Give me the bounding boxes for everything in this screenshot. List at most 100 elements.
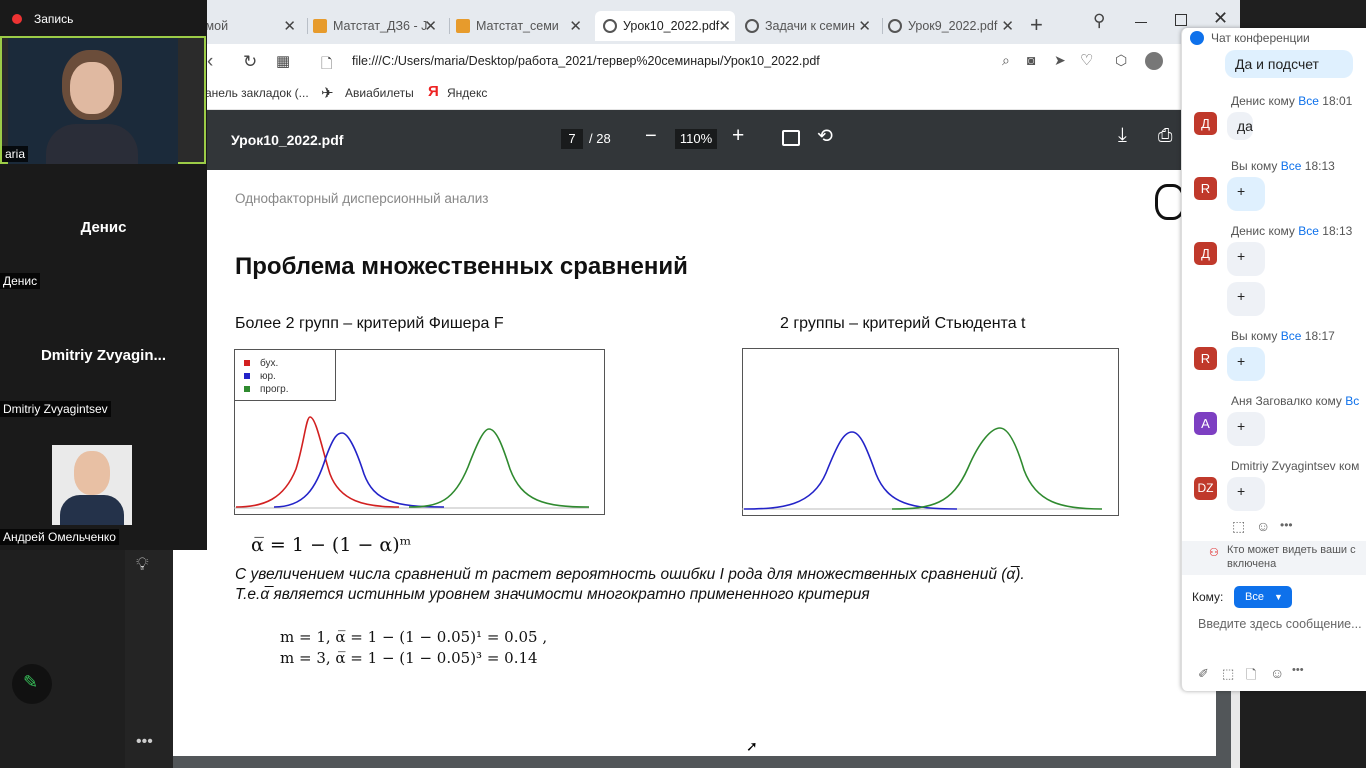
reload-icon[interactable]: ↻ [243,52,258,71]
screenshot-icon[interactable]: ⬚ [1222,666,1235,681]
main-formula: α̅ = 1 − (1 − α)ᵐ [251,534,412,556]
bookmark-yandex[interactable]: Яндекс [447,86,488,100]
back-icon[interactable]: ‹ [207,51,214,72]
tab-urok10[interactable]: Урок10_2022.pdf ✕ [595,11,735,41]
close-icon[interactable]: ✕ [569,18,582,35]
message-input[interactable]: Введите здесь сообщение... [1198,617,1362,631]
send-icon[interactable]: ➤ [1054,52,1066,68]
download-icon[interactable]: ⤓ [1118,124,1127,146]
cursor-icon: ➚ [746,738,758,754]
curve-yur [273,432,445,508]
tab-urok9[interactable]: Урок9_2022.pdf ✕ [888,11,1018,41]
record-icon [12,14,22,24]
speed-dial-icon[interactable]: ▦ [276,53,291,70]
globe-icon [888,19,902,33]
chat-bubble: + [1227,412,1265,446]
close-icon[interactable]: ✕ [424,18,437,35]
maximize-button[interactable] [1175,14,1187,26]
bulb-icon[interactable]: 💡︎ [136,554,149,574]
rotate-icon[interactable]: ⟲ [817,126,833,147]
zoom-out-button[interactable]: − [645,125,657,147]
camera-icon[interactable]: ◙ [1027,52,1036,68]
person-body [46,124,138,164]
avatar: R [1194,347,1217,370]
bookmarks-bar: анель закладок (... ✈ Авиабилеты Я Яндек… [125,80,1240,110]
search-icon[interactable]: ⚲ [1093,11,1106,30]
annotation-toolbar: 💡︎ ••• [125,550,173,768]
tile-name: Dmitriy Zvyagin... [40,347,167,364]
tile-denis[interactable]: Денис Денис [0,165,207,293]
tab-zadachi[interactable]: Задачи к семина ✕ [745,11,875,41]
avatar: R [1194,177,1217,200]
person-icon: ⚇ [1209,547,1219,559]
chat-panel: Чат конференции Да и подсчет Денис кому … [1181,28,1366,691]
pencil-button[interactable]: ✎ [12,664,52,704]
left-heading: Более 2 групп – критерий Фишера F [235,315,504,332]
zoom-in-button[interactable]: + [732,124,745,147]
pdf-viewport[interactable]: Однофакторный дисперсионный анализ Пробл… [125,170,1240,768]
message-meta: Вы кому Все 18:17 [1231,329,1335,343]
close-icon[interactable]: ✕ [858,18,871,35]
notice-line-1: Кто может видеть ваши с [1227,544,1356,556]
name-badge: Dmitriy Zvyagintsev [0,401,111,417]
window-close-button[interactable]: ✕ [1213,8,1229,28]
fit-page-icon[interactable] [782,130,800,146]
recipient-select[interactable]: Все ▼ [1234,586,1292,608]
legend-label-buh: бух. [260,357,278,369]
emoji-react-icon[interactable]: ☺ [1256,518,1271,534]
plane-icon: ✈ [321,85,334,102]
close-icon[interactable]: ✕ [1001,18,1014,35]
chat-bubble: + [1227,477,1265,511]
chat-bubble: + [1227,242,1265,276]
new-tab-button[interactable]: + [1030,12,1043,37]
extension-icon[interactable]: ⬡ [1115,52,1128,68]
zoom-icon[interactable]: ⌕ [1002,52,1010,68]
page-title: Проблема множественных сравнений [235,253,688,280]
chat-bubble: + [1227,177,1265,211]
text-line-1: С увеличением числа сравнений m растет в… [235,566,1025,583]
avatar-face [74,451,110,495]
chat-bubble: да [1227,112,1253,140]
more-options-icon[interactable]: ••• [1292,664,1304,676]
video-tile-aria[interactable]: aria [0,36,206,164]
tile-dmitriy[interactable]: Dmitriy Zvyagin... Dmitriy Zvyagintsev [0,293,207,421]
doc-icon [456,19,470,33]
bookmarks-panel-link[interactable]: анель закладок (... [205,86,309,100]
close-icon[interactable]: ✕ [283,18,296,35]
recipient-value: Все [1245,591,1264,603]
more-actions-icon[interactable]: ••• [1280,518,1293,532]
format-icon[interactable]: ✐ [1198,666,1209,681]
tile-andrey[interactable]: Андрей Омельченко [0,421,207,549]
message-meta: Вы кому Все 18:13 [1231,159,1335,173]
legend-label-yur: юр. [260,371,276,382]
more-icon[interactable]: ••• [136,733,153,750]
pdf-toolbar: Урок10_2022.pdf 7 / 28 − 110% + ⟲ ⤓ ⎙ [125,110,1240,170]
text-line-2: Т.е.α̅ является истинным уровнем значимо… [235,586,870,603]
message-meta: Денис кому Все 18:01 [1231,94,1353,108]
page-number-input[interactable]: 7 [561,129,583,149]
reply-icon[interactable]: ⬚ [1232,518,1246,534]
tab-matstat-seminar[interactable]: Матстат_семинар ✕ [456,11,586,41]
file-attach-icon[interactable]: 🗋 [1246,667,1257,682]
profile-icon[interactable] [1145,52,1163,70]
left-chart: бух. юр. прогр. [234,349,605,515]
doc-icon [313,19,327,33]
print-icon[interactable]: ⎙ [1158,125,1173,145]
heart-icon[interactable]: ♡ [1080,52,1094,69]
curve-buh [235,416,400,508]
name-badge: Андрей Омельченко [0,529,119,545]
page-total: / 28 [589,131,611,146]
curve-group2 [891,427,1103,510]
pencil-icon: ✎ [23,672,39,692]
zoom-level[interactable]: 110% [675,129,717,149]
url-input[interactable]: file:///C:/Users/maria/Desktop/работа_20… [352,54,820,68]
zoom-logo-icon [1190,31,1204,45]
tile-name: Денис [80,219,127,236]
bookmark-aviabilety[interactable]: Авиабилеты [345,86,414,100]
globe-icon [745,19,759,33]
close-icon[interactable]: ✕ [718,18,731,35]
curve-progr [408,428,590,508]
emoji-icon[interactable]: ☺ [1270,665,1285,681]
tab-matstat-dz6[interactable]: Матстат_ДЗ6 - J ✕ [313,11,441,41]
minimize-button[interactable] [1135,22,1147,23]
